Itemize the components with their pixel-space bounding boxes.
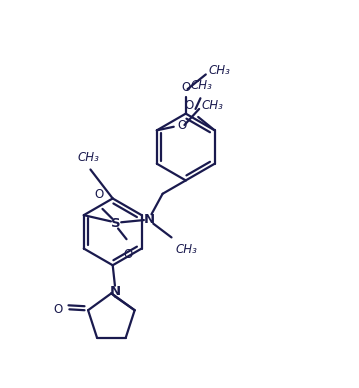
Text: CH₃: CH₃ <box>77 151 99 164</box>
Text: O: O <box>124 248 133 261</box>
Text: O: O <box>94 188 103 201</box>
Text: O: O <box>181 81 190 94</box>
Text: O: O <box>185 99 194 112</box>
Text: CH₃: CH₃ <box>190 79 212 92</box>
Text: O: O <box>177 120 187 132</box>
Text: CH₃: CH₃ <box>209 64 231 77</box>
Text: S: S <box>111 217 121 230</box>
Text: O: O <box>53 303 63 316</box>
Text: CH₃: CH₃ <box>201 99 223 112</box>
Text: N: N <box>144 213 155 226</box>
Text: CH₃: CH₃ <box>176 243 198 256</box>
Text: N: N <box>109 284 121 298</box>
